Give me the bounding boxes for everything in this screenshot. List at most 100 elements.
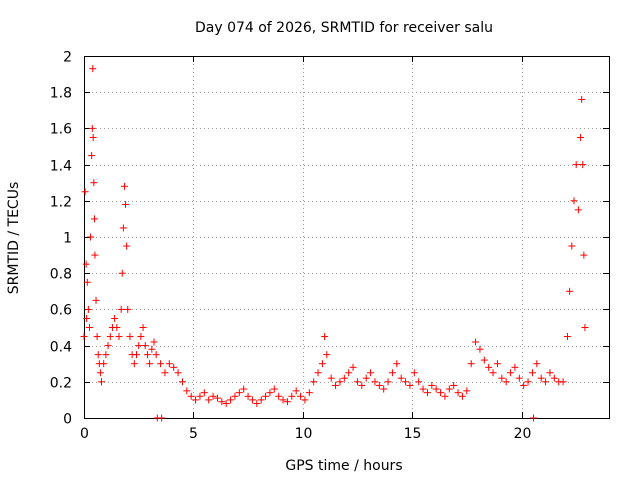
data-point — [577, 133, 585, 141]
data-point — [419, 385, 427, 393]
data-point — [205, 396, 213, 404]
y-tick-label: 0.6 — [50, 303, 72, 319]
data-point — [279, 396, 287, 404]
data-point — [574, 206, 582, 214]
data-point — [100, 360, 108, 368]
data-point — [187, 392, 195, 400]
data-point — [270, 385, 278, 393]
data-point — [90, 179, 98, 187]
x-tick-label: 15 — [404, 426, 422, 442]
data-point — [88, 152, 96, 160]
data-point — [367, 369, 375, 377]
data-point — [192, 396, 200, 404]
data-point — [415, 378, 423, 386]
data-point — [318, 360, 326, 368]
data-point — [566, 287, 574, 295]
data-point — [524, 378, 532, 386]
data-point — [102, 351, 110, 359]
data-point — [336, 378, 344, 386]
data-point — [83, 314, 91, 322]
data-point — [375, 381, 383, 389]
data-point — [563, 333, 571, 341]
y-tick-label: 1.2 — [50, 195, 72, 211]
data-point — [550, 374, 558, 382]
data-point — [80, 333, 88, 341]
data-point — [493, 360, 501, 368]
data-point — [119, 224, 127, 232]
data-point — [200, 389, 208, 397]
grid — [84, 56, 609, 418]
data-point — [213, 394, 221, 402]
data-point — [253, 400, 261, 408]
data-point — [161, 369, 169, 377]
data-point — [349, 363, 357, 371]
data-point — [152, 351, 160, 359]
data-point — [380, 385, 388, 393]
x-tick-label: 5 — [189, 426, 198, 442]
data-point — [397, 374, 405, 382]
data-point — [96, 369, 104, 377]
data-point — [124, 305, 132, 313]
data-point — [288, 392, 296, 400]
data-point — [485, 363, 493, 371]
y-tick-label: 0 — [63, 412, 72, 428]
x-axis-title: GPS time / hours — [285, 458, 402, 474]
data-point — [135, 342, 143, 350]
data-point — [463, 387, 471, 395]
data-point — [537, 374, 545, 382]
y-tick-label: 1.6 — [50, 122, 72, 138]
data-point — [489, 369, 497, 377]
data-point — [445, 385, 453, 393]
data-point — [388, 369, 396, 377]
data-point — [158, 414, 166, 422]
data-point — [183, 387, 191, 395]
data-point — [93, 333, 101, 341]
y-axis-title: SRMTID / TECUs — [6, 182, 22, 295]
data-point — [266, 389, 274, 397]
data-point — [579, 161, 587, 169]
data-point — [437, 389, 445, 397]
y-tick-label: 0.2 — [50, 376, 72, 392]
x-tick-label: 0 — [80, 426, 89, 442]
data-points — [80, 65, 589, 422]
data-point — [106, 333, 114, 341]
data-point — [174, 369, 182, 377]
data-point — [85, 324, 93, 331]
data-point — [146, 360, 154, 368]
data-point — [218, 398, 226, 406]
data-point — [88, 124, 96, 132]
data-point — [170, 363, 178, 371]
data-point — [123, 242, 131, 250]
data-point — [393, 360, 401, 368]
data-point — [371, 378, 379, 386]
data-point — [502, 378, 510, 386]
y-tick-label: 0.4 — [50, 340, 72, 356]
data-point — [143, 351, 151, 359]
y-tick-label: 2 — [63, 50, 72, 66]
data-point — [423, 389, 431, 397]
y-tick-label: 1.8 — [50, 86, 72, 102]
data-point — [227, 396, 235, 404]
data-point — [126, 333, 134, 341]
data-point — [428, 381, 436, 389]
data-point — [257, 396, 265, 404]
data-point — [450, 381, 458, 389]
data-point — [81, 188, 89, 196]
data-point — [410, 369, 418, 377]
data-point — [104, 342, 112, 350]
data-point — [87, 233, 95, 241]
data-point — [507, 369, 515, 377]
data-point — [467, 360, 475, 368]
data-point — [248, 396, 256, 404]
data-point — [480, 356, 488, 364]
data-point — [533, 360, 541, 368]
data-point — [111, 314, 119, 322]
data-point — [115, 333, 123, 341]
data-point — [572, 161, 580, 169]
data-point — [458, 392, 466, 400]
data-point — [139, 324, 147, 331]
data-point — [498, 374, 506, 382]
x-tick-label: 20 — [514, 426, 532, 442]
data-point — [314, 369, 322, 377]
data-point — [120, 182, 128, 190]
